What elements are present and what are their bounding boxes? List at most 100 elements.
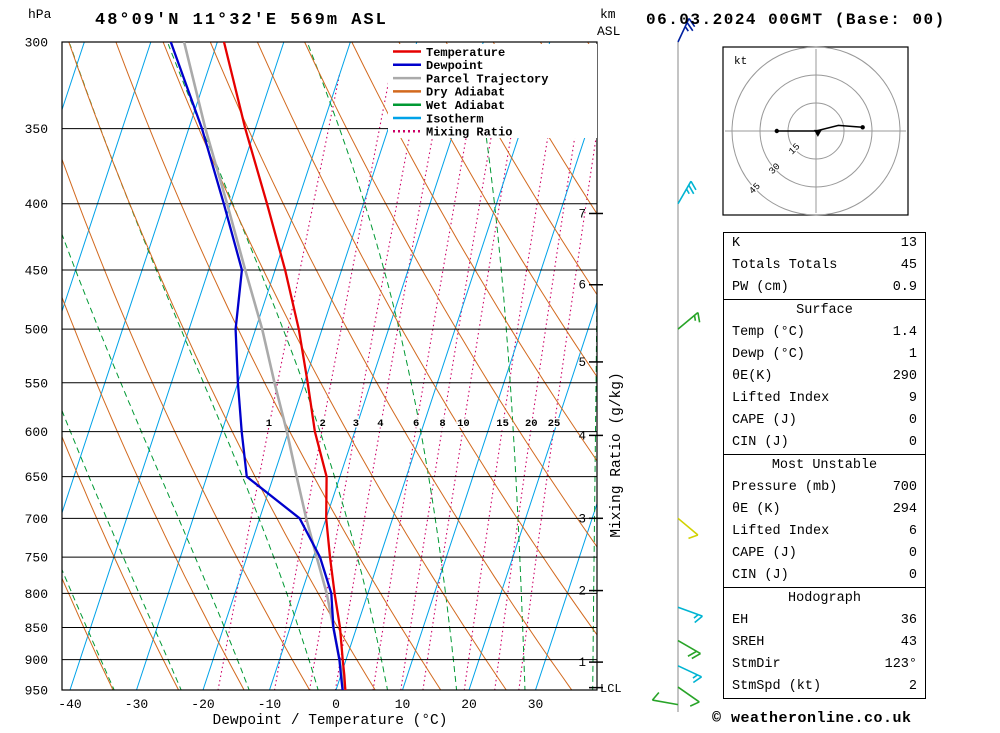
barb-half-tick [693, 315, 697, 321]
temperature-tick-label: 0 [332, 697, 340, 712]
plot-border [61, 41, 598, 691]
stat-row: Lifted Index 6 [724, 521, 925, 543]
barb-full-tick [688, 17, 696, 28]
pressure-tick-label: 550 [25, 376, 48, 391]
temperature-tick-label: -20 [191, 697, 214, 712]
barb-full-tick [651, 691, 660, 701]
stats-panel: K 13 Totals Totals 45 PW (cm) 0.9 Surface Tem… [723, 232, 926, 699]
mixing-ratio-line [334, 74, 445, 690]
km-tick-label: 6 [578, 279, 586, 293]
wind-barb [677, 665, 703, 684]
stat-value: 0 [908, 546, 917, 561]
pressure-tick-label: 450 [25, 263, 48, 278]
indices-rows: K 13 Totals Totals 45 PW (cm) 0.9 [724, 233, 925, 299]
hodograph-section-title: Hodograph [788, 591, 861, 606]
lcl-label: LCL [600, 682, 622, 696]
wet-adiabat-line [69, 44, 319, 690]
dry-adiabat-line [62, 157, 311, 690]
pressure-tick-label: 500 [25, 323, 48, 338]
temperature-tick-label: 10 [395, 697, 411, 712]
mixing-ratio-label: 3 [353, 418, 359, 430]
mixing-ratio-label: 1 [266, 418, 272, 430]
wind-barb [677, 639, 701, 660]
stat-label: CAPE (J) [732, 546, 797, 561]
dry-adiabat-line [162, 42, 507, 690]
stat-label: θE(K) [732, 369, 773, 384]
wind-barb [677, 517, 699, 540]
pressure-tick-label: 300 [25, 36, 48, 51]
km-tick-label: 1 [578, 656, 586, 670]
hodograph-rows: EH 36 SREH 43 StmDir 123° StmSpd (kt) 2 [724, 610, 925, 698]
stat-value: 294 [892, 502, 917, 517]
wet-adiabat-line [307, 44, 458, 690]
wind-barb-column [651, 17, 703, 712]
stat-row: Temp (°C) 1.4 [724, 322, 925, 344]
stat-label: Temp (°C) [732, 325, 805, 340]
stat-label: Pressure (mb) [732, 480, 838, 495]
stat-row: Lifted Index 9 [724, 388, 925, 410]
stat-row: PW (cm) 0.9 [724, 277, 925, 299]
km-tick-label: 5 [578, 356, 586, 370]
stat-label: StmDir [732, 657, 781, 672]
mixing-ratio-line [494, 74, 586, 690]
isotherm-line [202, 42, 418, 690]
sounding-profiles [169, 42, 347, 690]
dry-adiabat-line [256, 42, 597, 636]
stat-label: EH [732, 613, 749, 628]
stat-value: 45 [900, 258, 917, 273]
stat-label: Lifted Index [732, 524, 830, 539]
mixing-ratio-label: 20 [525, 418, 538, 430]
stat-row: SREH 43 [724, 632, 925, 654]
mixing-ratio-label: 10 [457, 418, 470, 430]
dry-adiabat-line [62, 577, 114, 690]
pressure-tick-label: 950 [25, 684, 48, 699]
pressure-unit-label: hPa [28, 7, 52, 22]
pressure-tick-label: 600 [25, 425, 48, 440]
stat-value: 700 [892, 480, 917, 495]
wind-barb-stem [677, 517, 699, 536]
copyright: © weatheronline.co.uk [712, 710, 912, 727]
mixing-ratio-line [309, 74, 422, 690]
most-unstable-section: Most Unstable Pressure (mb) 700 θE (K) 294 L… [724, 454, 925, 587]
stat-label: CIN (J) [732, 435, 789, 450]
temperature-tick-label: 20 [461, 697, 477, 712]
mixing-ratio-line [518, 127, 597, 690]
hodograph-trace [776, 124, 863, 132]
barb-full-tick [692, 676, 703, 684]
storm-motion-marker [813, 129, 822, 137]
surface-section: Surface Temp (°C) 1.4 Dewp (°C) 1 θE(K) 290 Li… [724, 299, 925, 454]
surface-section-title: Surface [796, 303, 853, 318]
hodograph-trace-endpoint [774, 128, 779, 134]
wet-adiabat-line [592, 219, 597, 690]
barb-half-tick [685, 188, 690, 195]
pressure-tick-label: 400 [25, 197, 48, 212]
wind-barb [677, 180, 697, 205]
isotherm-line [62, 42, 152, 313]
mixing-ratio-label: 25 [548, 418, 561, 430]
stat-value: 1.4 [892, 325, 917, 340]
barb-full-tick [697, 312, 701, 323]
wind-barb-stem [677, 311, 699, 330]
wind-barb-stem [677, 639, 701, 655]
barb-full-tick [690, 180, 697, 191]
km-tick-label: 7 [578, 207, 586, 221]
stat-label: Totals Totals [732, 258, 838, 273]
stat-row: EH 36 [724, 610, 925, 632]
hodograph-unit-label: kt [734, 56, 747, 68]
surface-rows: Temp (°C) 1.4 Dewp (°C) 1 θE(K) 290 Lifted Ind… [724, 322, 925, 454]
stat-label: K [732, 236, 741, 251]
stat-label: Dewp (°C) [732, 347, 805, 362]
legend-label: Dry Adiabat [426, 86, 505, 100]
stat-value: 6 [908, 524, 917, 539]
pressure-tick-label: 350 [25, 122, 48, 137]
dry-adiabat-line [398, 42, 597, 378]
isotherm-line [535, 502, 597, 690]
legend-label: Parcel Trajectory [426, 72, 548, 86]
wind-barb-stem [677, 606, 703, 617]
dry-adiabat-line [115, 42, 442, 690]
temperature-line [222, 42, 347, 690]
mixing-ratio-line [463, 74, 559, 690]
stat-label: SREH [732, 635, 765, 650]
legend-label: Temperature [426, 46, 505, 60]
wind-barb-stem [652, 699, 679, 706]
